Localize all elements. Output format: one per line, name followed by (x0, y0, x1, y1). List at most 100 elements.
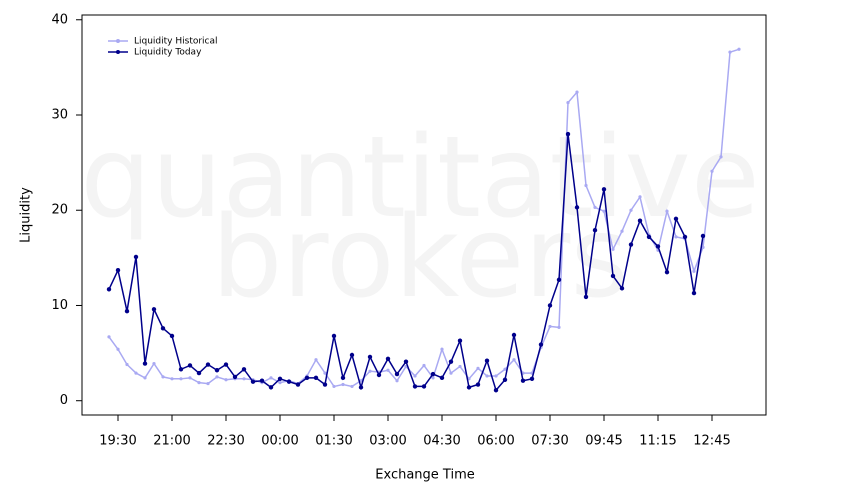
data-point (665, 209, 669, 213)
data-point (575, 90, 579, 94)
legend-label: Liquidity Historical (134, 37, 218, 47)
data-point (196, 370, 202, 376)
data-point (664, 269, 670, 275)
legend-marker (116, 39, 120, 43)
data-point (593, 205, 597, 209)
data-point (476, 366, 480, 370)
data-point (512, 358, 516, 362)
data-point (151, 307, 157, 312)
x-tick-label: 01:30 (315, 434, 352, 449)
data-point (340, 375, 346, 381)
data-point (332, 384, 336, 389)
data-point (160, 326, 166, 331)
data-point (448, 359, 454, 364)
data-point (250, 379, 256, 384)
y-tick-label: 0 (60, 393, 68, 408)
data-point (242, 377, 246, 381)
y-axis-label: Liquidity (19, 187, 34, 243)
data-point (584, 183, 588, 188)
data-point (278, 381, 282, 385)
data-point (430, 371, 436, 377)
data-point (503, 367, 507, 371)
data-point (691, 290, 697, 296)
legend-label: Liquidity Today (134, 48, 202, 58)
data-point (359, 379, 363, 383)
data-point (394, 371, 400, 377)
data-point (349, 352, 355, 358)
data-point (197, 381, 201, 385)
data-point (268, 385, 274, 390)
data-point (431, 376, 435, 380)
data-point (206, 381, 210, 386)
x-tick-label: 22:30 (207, 434, 244, 449)
data-point (611, 247, 615, 251)
data-point (322, 382, 328, 387)
data-point (386, 368, 390, 372)
data-point (395, 379, 399, 383)
data-point (574, 205, 580, 210)
data-point (475, 382, 481, 387)
data-point (313, 375, 319, 381)
x-tick-label: 04:30 (423, 434, 460, 449)
data-point (107, 335, 111, 339)
data-point (331, 333, 337, 339)
y-tick-label: 10 (51, 298, 68, 313)
x-axis-label: Exchange Time (375, 468, 474, 483)
data-point (116, 347, 120, 351)
data-point (421, 384, 427, 389)
data-point (223, 362, 229, 367)
data-point (449, 371, 453, 375)
watermark: brokers (211, 193, 628, 323)
data-point (422, 363, 426, 368)
data-point (188, 376, 192, 380)
watermark: quantitative (80, 113, 760, 243)
plot-frame (81, 14, 767, 416)
data-point (700, 233, 706, 239)
data-point (458, 364, 462, 369)
data-point (179, 377, 183, 381)
data-point (628, 242, 634, 247)
data-point (610, 273, 616, 279)
y-tick-label: 40 (51, 12, 68, 27)
x-tick-label: 07:30 (531, 434, 568, 449)
data-point (556, 277, 562, 282)
data-point (719, 155, 723, 159)
data-point (106, 287, 112, 292)
data-point (125, 362, 129, 367)
data-point (728, 50, 732, 54)
data-point (484, 358, 490, 363)
data-point (224, 378, 228, 382)
data-point (286, 379, 292, 384)
data-point (620, 229, 624, 233)
data-point (583, 294, 589, 300)
data-point (493, 388, 499, 393)
data-point (259, 378, 265, 383)
data-point (341, 382, 345, 387)
data-point (601, 187, 607, 192)
data-point (547, 303, 553, 308)
data-point (376, 372, 382, 378)
data-point (692, 269, 696, 273)
data-point (304, 375, 310, 381)
data-point (134, 371, 138, 375)
data-point (637, 218, 643, 223)
data-point (494, 374, 498, 378)
data-point (277, 376, 283, 382)
data-point (682, 234, 688, 240)
data-point (368, 369, 372, 373)
data-point (187, 363, 193, 368)
x-tick-label: 12:45 (693, 434, 730, 449)
data-point (602, 209, 606, 213)
data-point (152, 361, 156, 366)
data-point (314, 358, 318, 362)
data-point (592, 228, 598, 233)
data-point (485, 374, 489, 378)
data-point (557, 325, 561, 329)
data-point (737, 47, 741, 51)
data-point (385, 356, 391, 362)
data-point (566, 101, 570, 105)
data-point (646, 234, 652, 240)
data-point (269, 376, 273, 380)
data-point (529, 376, 535, 382)
